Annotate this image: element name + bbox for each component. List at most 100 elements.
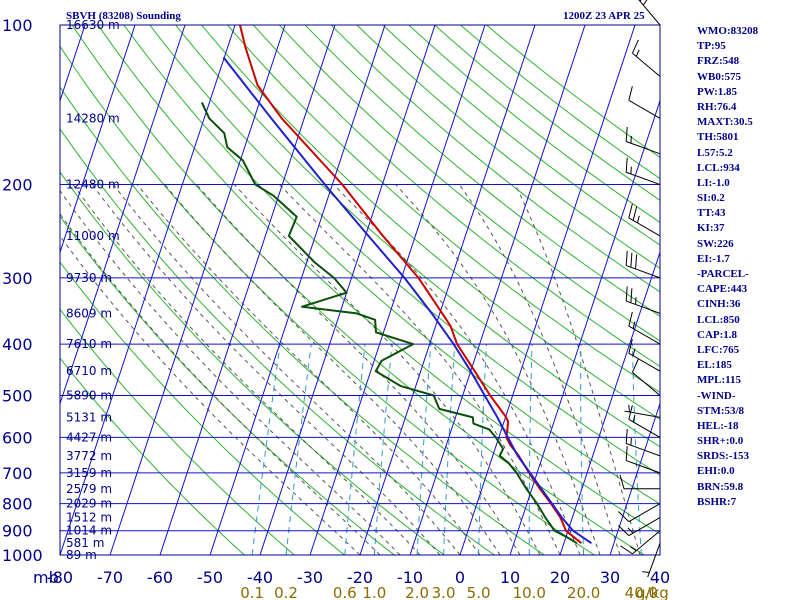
height-label: 4427 m (66, 430, 112, 444)
height-label: 3772 m (66, 449, 112, 463)
wind-barb (625, 251, 661, 279)
index-item: EL:185 (697, 359, 732, 372)
temperature-tick-label: -60 (147, 568, 173, 587)
temperature-tick-label: 40 (650, 568, 670, 587)
index-item: MPL:115 (697, 374, 741, 387)
valid-time: 1200Z 23 APR 25 (563, 10, 645, 22)
wind-barb (628, 338, 661, 372)
height-label: 7610 m (66, 337, 112, 351)
station-title: SBVH (83208) Sounding (66, 10, 181, 22)
dry-adiabat-line (60, 45, 595, 555)
height-label: 581 m (66, 536, 104, 550)
wind-barb-shaft (628, 99, 661, 119)
moist-adiabat-line (196, 184, 521, 555)
dry-adiabat-line (123, 25, 660, 505)
wind-barb (625, 428, 661, 457)
temperature-tick-label: -50 (197, 568, 223, 587)
height-label: 11000 m (66, 229, 120, 243)
wind-barb-feather (625, 446, 628, 461)
isotherm-line (609, 401, 660, 555)
wind-barb (619, 474, 660, 490)
wind-barb-shaft (638, 0, 661, 26)
plot-border (59, 24, 661, 556)
wind-barb-half-feather (642, 0, 648, 6)
height-label: 8609 m (66, 306, 112, 320)
index-item: WMO:83208 (697, 25, 759, 37)
index-item: TH:5801 (697, 131, 739, 144)
index-item: BRN:59.8 (697, 480, 744, 493)
wind-barb-half-feather (630, 135, 632, 144)
wind-barb (618, 503, 661, 523)
dry-adiabat-line (149, 25, 660, 476)
height-label: 16630 m (66, 18, 120, 32)
wind-barb-shaft (626, 443, 661, 457)
index-item: SRDS:-153 (697, 450, 749, 463)
wind-barb-feather (630, 252, 633, 268)
index-item: EI:-1.7 (697, 252, 730, 265)
temperature-tick-label: -40 (247, 568, 273, 587)
wind-barb (620, 530, 661, 555)
isotherm-line (60, 25, 186, 406)
wind-barb-feather (625, 126, 628, 142)
wind-barb-shaft (626, 171, 661, 186)
index-item: CAP:1.8 (697, 328, 738, 341)
mixing-ratio-label: 3.0 (432, 584, 456, 600)
wind-barb-shaft (628, 352, 661, 372)
wind-barb-feather (628, 311, 633, 327)
wind-barb-shaft (628, 503, 661, 523)
index-item: PW:1.85 (697, 85, 738, 98)
wind-barb-feather (625, 157, 628, 173)
mixing-ratio-label: 5.0 (467, 584, 491, 600)
isotherm-line (409, 25, 586, 555)
pressure-tick-label: 400 (2, 335, 33, 354)
mixing-ratio-line (580, 344, 585, 555)
wind-barb (642, 543, 661, 578)
mixing-ratio-label: 1.0 (362, 584, 386, 600)
profile-layer (200, 25, 592, 545)
wind-barb-shaft (626, 141, 661, 155)
dry-adiabat-line (252, 25, 660, 367)
isotherm-line (109, 25, 286, 555)
height-label: 6710 m (66, 364, 112, 378)
height-label: 2029 m (66, 497, 112, 511)
height-label: 1512 m (66, 511, 112, 525)
wind-barb-shaft (626, 265, 661, 279)
wind-barb-shaft (628, 517, 661, 537)
mixing-ratio-line (528, 344, 533, 555)
index-item: RH:76.4 (697, 100, 737, 113)
indices-panel: WMO:83208 TP:95 FRZ:548 WB0:575 PW:1.85 RH:76… (697, 24, 799, 510)
temperature-tick-label: 30 (600, 568, 620, 587)
index-item: MAXT:30.5 (697, 116, 753, 129)
wind-barb (631, 39, 661, 77)
index-item: LCL:850 (697, 313, 740, 326)
wind-barb-shaft (628, 325, 661, 345)
wind-barb-half-feather (627, 527, 634, 534)
grid-layer (60, 25, 660, 555)
index-item: BSHR:7 (697, 495, 737, 508)
dry-adiabat-line (304, 25, 660, 317)
isotherm-line (259, 25, 436, 555)
mixing-ratio-line (478, 344, 487, 555)
mixing-ratio-label: 0.2 (274, 584, 298, 600)
moist-adiabat-line (91, 184, 441, 555)
wind-barb (625, 126, 661, 155)
height-label: 5890 m (66, 388, 112, 402)
index-item: TT:43 (697, 207, 726, 220)
dry-adiabat-line (382, 25, 660, 246)
height-label: 14280 m (66, 111, 120, 125)
wind-barb (631, 358, 661, 396)
wind-barb (628, 86, 661, 119)
wind-barb (625, 446, 661, 474)
wind-barb-feather (630, 288, 633, 303)
height-label: 5131 m (66, 410, 112, 424)
isotherm-line (459, 25, 636, 555)
isotherm-line (509, 99, 660, 555)
index-item: TP:95 (697, 40, 726, 53)
isotherm-line (159, 25, 336, 555)
dry-adiabat-line (60, 261, 345, 555)
temperature-tick-label: -10 (397, 568, 423, 587)
wind-barb-half-feather (630, 437, 632, 446)
isotherm-line (559, 250, 660, 555)
index-item: KI:37 (697, 222, 725, 235)
pressure-tick-label: 600 (2, 428, 33, 447)
